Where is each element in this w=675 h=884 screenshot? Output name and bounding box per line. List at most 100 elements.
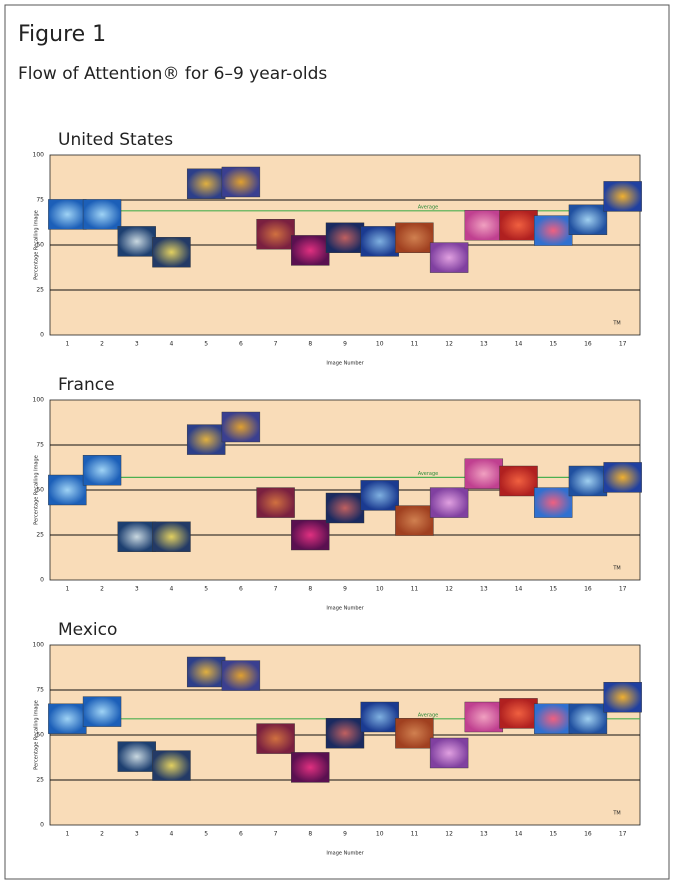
x-tick-label: 11 <box>411 341 419 348</box>
x-axis-label: Image Number <box>326 361 364 367</box>
thumbnail <box>534 703 573 734</box>
x-tick-label: 11 <box>411 586 419 593</box>
x-tick-label: 10 <box>376 831 384 838</box>
x-tick-label: 5 <box>204 831 208 838</box>
thumbnail <box>221 166 261 198</box>
x-tick-label: 4 <box>170 831 174 838</box>
thumbnail <box>360 480 399 511</box>
x-tick-label: 1 <box>65 586 69 593</box>
thumbnail <box>429 737 469 769</box>
x-tick-label: 9 <box>343 831 347 838</box>
thumbnail <box>534 487 573 518</box>
x-tick-label: 6 <box>239 831 243 838</box>
thumbnail <box>360 226 399 257</box>
thumbnail <box>186 656 226 688</box>
thumbnail <box>117 521 156 552</box>
thumbnail <box>395 718 434 749</box>
thumbnail <box>48 474 87 506</box>
thumbnail <box>499 465 538 497</box>
y-tick-label: 100 <box>33 397 45 404</box>
y-tick-label: 25 <box>36 532 44 539</box>
thumbnail <box>603 462 642 493</box>
x-tick-label: 6 <box>239 586 243 593</box>
thumbnail <box>256 487 295 518</box>
x-tick-label: 1 <box>65 831 69 838</box>
thumbnail <box>48 199 87 230</box>
x-tick-label: 4 <box>170 586 174 593</box>
x-tick-label: 13 <box>480 831 488 838</box>
average-label: Average <box>418 471 439 477</box>
x-tick-label: 14 <box>515 586 523 593</box>
thumbnail <box>568 204 608 236</box>
x-tick-label: 4 <box>170 341 174 348</box>
x-tick-label: 8 <box>308 341 312 348</box>
x-tick-label: 8 <box>308 831 312 838</box>
trademark: TM <box>612 321 620 327</box>
x-tick-label: 13 <box>480 586 488 593</box>
thumbnail <box>82 199 122 230</box>
chart-title: United States <box>58 130 173 150</box>
y-tick-label: 0 <box>40 822 44 829</box>
x-tick-label: 10 <box>376 341 384 348</box>
x-tick-label: 15 <box>549 341 557 348</box>
thumbnail <box>568 703 608 734</box>
thumbnail <box>221 660 261 691</box>
thumbnail <box>186 168 226 200</box>
thumbnail <box>291 235 330 266</box>
x-tick-label: 13 <box>480 341 488 348</box>
x-tick-label: 6 <box>239 341 243 348</box>
chart-title: Mexico <box>58 620 117 640</box>
y-tick-label: 75 <box>36 687 44 694</box>
x-tick-label: 15 <box>549 831 557 838</box>
y-tick-label: 0 <box>40 577 44 584</box>
x-tick-label: 11 <box>411 831 419 838</box>
thumbnail <box>603 181 642 212</box>
x-tick-label: 9 <box>343 341 347 348</box>
thumbnail <box>325 222 365 254</box>
x-tick-label: 7 <box>274 586 278 593</box>
subtitle: Flow of Attention® for 6–9 year-olds <box>18 64 327 84</box>
figure-label: Figure 1 <box>18 22 106 47</box>
x-tick-label: 17 <box>619 341 627 348</box>
thumbnail <box>360 701 399 733</box>
thumbnail <box>152 236 191 268</box>
thumbnail <box>429 487 469 518</box>
x-tick-label: 1 <box>65 341 69 348</box>
trademark: TM <box>612 566 620 572</box>
thumbnail <box>152 750 191 781</box>
thumbnail <box>568 465 608 497</box>
thumbnail <box>256 218 295 250</box>
x-tick-label: 2 <box>100 831 104 838</box>
thumbnail <box>395 222 434 254</box>
x-tick-label: 14 <box>515 341 523 348</box>
y-tick-label: 75 <box>36 197 44 204</box>
x-tick-label: 5 <box>204 341 208 348</box>
chart-title: France <box>58 375 115 395</box>
x-tick-label: 12 <box>445 341 453 348</box>
x-tick-label: 9 <box>343 586 347 593</box>
x-tick-label: 12 <box>445 586 453 593</box>
thumbnail <box>82 455 122 486</box>
thumbnail <box>117 741 156 772</box>
x-tick-label: 15 <box>549 586 557 593</box>
thumbnail <box>534 215 573 246</box>
x-tick-label: 14 <box>515 831 523 838</box>
x-tick-label: 3 <box>135 341 139 348</box>
x-tick-label: 17 <box>619 831 627 838</box>
average-label: Average <box>418 204 439 210</box>
thumbnail <box>221 411 261 443</box>
frame <box>4 4 670 880</box>
y-tick-label: 75 <box>36 442 44 449</box>
y-tick-label: 50 <box>36 242 44 249</box>
x-tick-label: 16 <box>584 341 592 348</box>
x-tick-label: 5 <box>204 586 208 593</box>
thumbnail <box>152 521 191 552</box>
y-tick-label: 25 <box>36 287 44 294</box>
thumbnail <box>256 723 295 754</box>
x-tick-label: 3 <box>135 586 139 593</box>
thumbnail <box>499 698 538 729</box>
thumbnail <box>291 519 330 551</box>
thumbnail <box>499 209 538 241</box>
x-tick-label: 3 <box>135 831 139 838</box>
